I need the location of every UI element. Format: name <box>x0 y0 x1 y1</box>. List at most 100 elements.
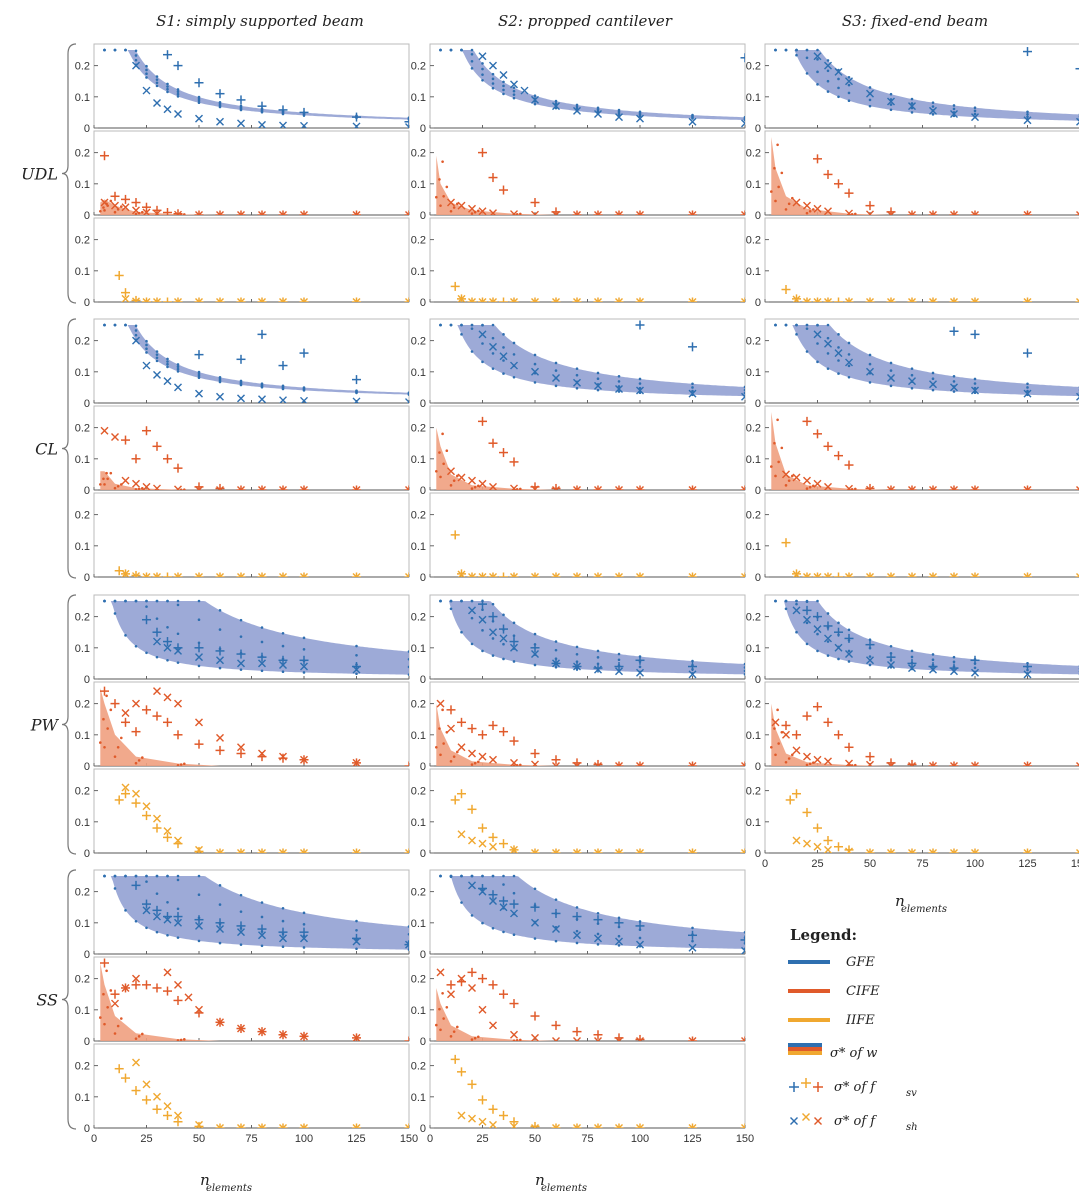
gfe-fsh-1-b <box>803 615 811 624</box>
y-tick-label: 0 <box>755 485 761 497</box>
cife-fsh-10-a <box>971 211 976 215</box>
iife-fsh-7-b <box>576 1124 581 1128</box>
cife-dot <box>854 763 857 766</box>
panel-frame <box>93 405 410 491</box>
panel-marks <box>770 137 1079 215</box>
iife-fsh-11-a <box>1023 573 1029 577</box>
iife-fsh-1-a <box>803 298 808 302</box>
cife-dot <box>183 213 186 215</box>
iife-fsh-6-b <box>195 845 203 853</box>
panels: 00.10.200.10.200.10.200.10.200.10.200.10… <box>75 43 1079 1145</box>
iife-fsh-8-a <box>258 573 263 577</box>
gfe-dot <box>491 323 495 327</box>
cife-fsh-0-b <box>100 426 109 435</box>
panel-marks <box>435 148 745 215</box>
cife-fsh-13-b <box>355 486 361 490</box>
cife-fsh-8-b <box>555 1037 560 1041</box>
gfe-dot <box>847 628 851 632</box>
gfe-fsh-6-b <box>908 377 916 386</box>
panel-marks <box>439 320 745 401</box>
cife-dot <box>113 486 117 490</box>
iife-fsh-3-b <box>156 573 161 577</box>
x-tick-label: 0 <box>427 1133 433 1145</box>
cife-dot <box>787 757 791 760</box>
gfe-dot <box>218 903 222 906</box>
iife-fsh-0-b <box>457 830 466 839</box>
gfe-fsh-2-b <box>834 67 843 76</box>
iife-fsh-2-b <box>153 1092 161 1101</box>
iife-fsh-3-a <box>824 573 829 577</box>
gfe-dot <box>973 106 977 110</box>
cife-dot <box>808 485 812 489</box>
cife-dot <box>456 202 459 206</box>
gfe-dot <box>596 106 600 110</box>
cife-fsh-12-a <box>1076 211 1079 215</box>
gfe-dot <box>868 98 872 102</box>
panel-PW-S2-CIFE: 0 0.1 0.2 <box>411 681 746 773</box>
iife-fsh-11-b <box>1026 298 1032 302</box>
gfe-dot <box>1026 389 1029 393</box>
gfe-dot <box>502 657 505 661</box>
cife-fsh-13-a <box>1076 486 1079 490</box>
panel-frame <box>93 768 410 854</box>
gfe-dot <box>481 342 484 345</box>
cife-dot <box>183 1038 186 1041</box>
iife-fsh-2-b <box>816 298 822 302</box>
column-title-S2: S2: propped cantilever <box>498 12 673 30</box>
gfe-dot <box>439 874 442 878</box>
iife-fsh-4-a <box>510 573 515 577</box>
gfe-dot <box>638 386 642 390</box>
y-tick-label: 0.2 <box>411 510 426 522</box>
iife-fsh-3-b <box>827 573 832 577</box>
cife-dot <box>137 759 141 762</box>
y-tick-label: 0.2 <box>411 699 426 711</box>
cife-dot <box>99 1016 102 1019</box>
y-tick-label: 0.1 <box>411 1005 426 1017</box>
gfe-dot <box>596 911 600 915</box>
iife-fsh-9-a <box>258 849 263 853</box>
iife-fsh-1-a <box>803 573 808 577</box>
gfe-dot <box>103 874 106 878</box>
gfe-dot <box>176 92 180 96</box>
panel-frame <box>429 405 746 491</box>
gfe-fsh-8-b <box>300 662 308 671</box>
gfe-fsh-7-b <box>594 381 602 390</box>
gfe-dot <box>155 930 159 934</box>
cife-fsh-10-b <box>597 1037 602 1041</box>
gfe-dot <box>502 84 505 88</box>
row-label-PW: PW <box>30 716 60 735</box>
gfe-fsh-1-b <box>478 615 487 624</box>
cife-fsh-9-b <box>953 211 958 215</box>
cife-fsh-9-a <box>950 211 955 215</box>
iife-fsh-7-b <box>240 298 245 302</box>
gfe-fsh-8-b <box>258 395 266 403</box>
x-tick-label: 50 <box>193 1133 205 1145</box>
gfe-dot <box>868 86 872 89</box>
gfe-dot <box>166 82 169 86</box>
cife-dot <box>439 753 442 757</box>
gfe-band <box>781 325 1079 397</box>
cife-dot <box>103 1022 106 1026</box>
gfe-dot <box>554 648 558 652</box>
gfe-dot <box>910 97 914 101</box>
gfe-dot <box>124 909 127 912</box>
iife-fsh-9-a <box>615 298 620 302</box>
cife-fsh-2-b <box>121 203 130 212</box>
gfe-dot <box>837 346 840 349</box>
cife-fsh-9-a <box>594 486 599 490</box>
iife-fsh-6-b <box>219 1124 224 1128</box>
cife-dot <box>102 206 105 209</box>
iife-fsh-8-a <box>594 573 599 577</box>
cife-fsh-2-b <box>457 974 466 983</box>
gfe-dot <box>952 655 956 659</box>
gfe-dot <box>691 389 694 393</box>
legend-fsh-cife-b <box>814 1117 822 1125</box>
gfe-dot <box>554 384 558 388</box>
cife-fsh-10-b <box>279 1030 287 1039</box>
cife-dot <box>445 185 449 189</box>
gfe-fsh-1-b <box>153 912 161 921</box>
iife-fsh-9-a <box>950 573 955 577</box>
gfe-fsh-11-b <box>688 670 697 679</box>
gfe-dot <box>145 926 148 930</box>
